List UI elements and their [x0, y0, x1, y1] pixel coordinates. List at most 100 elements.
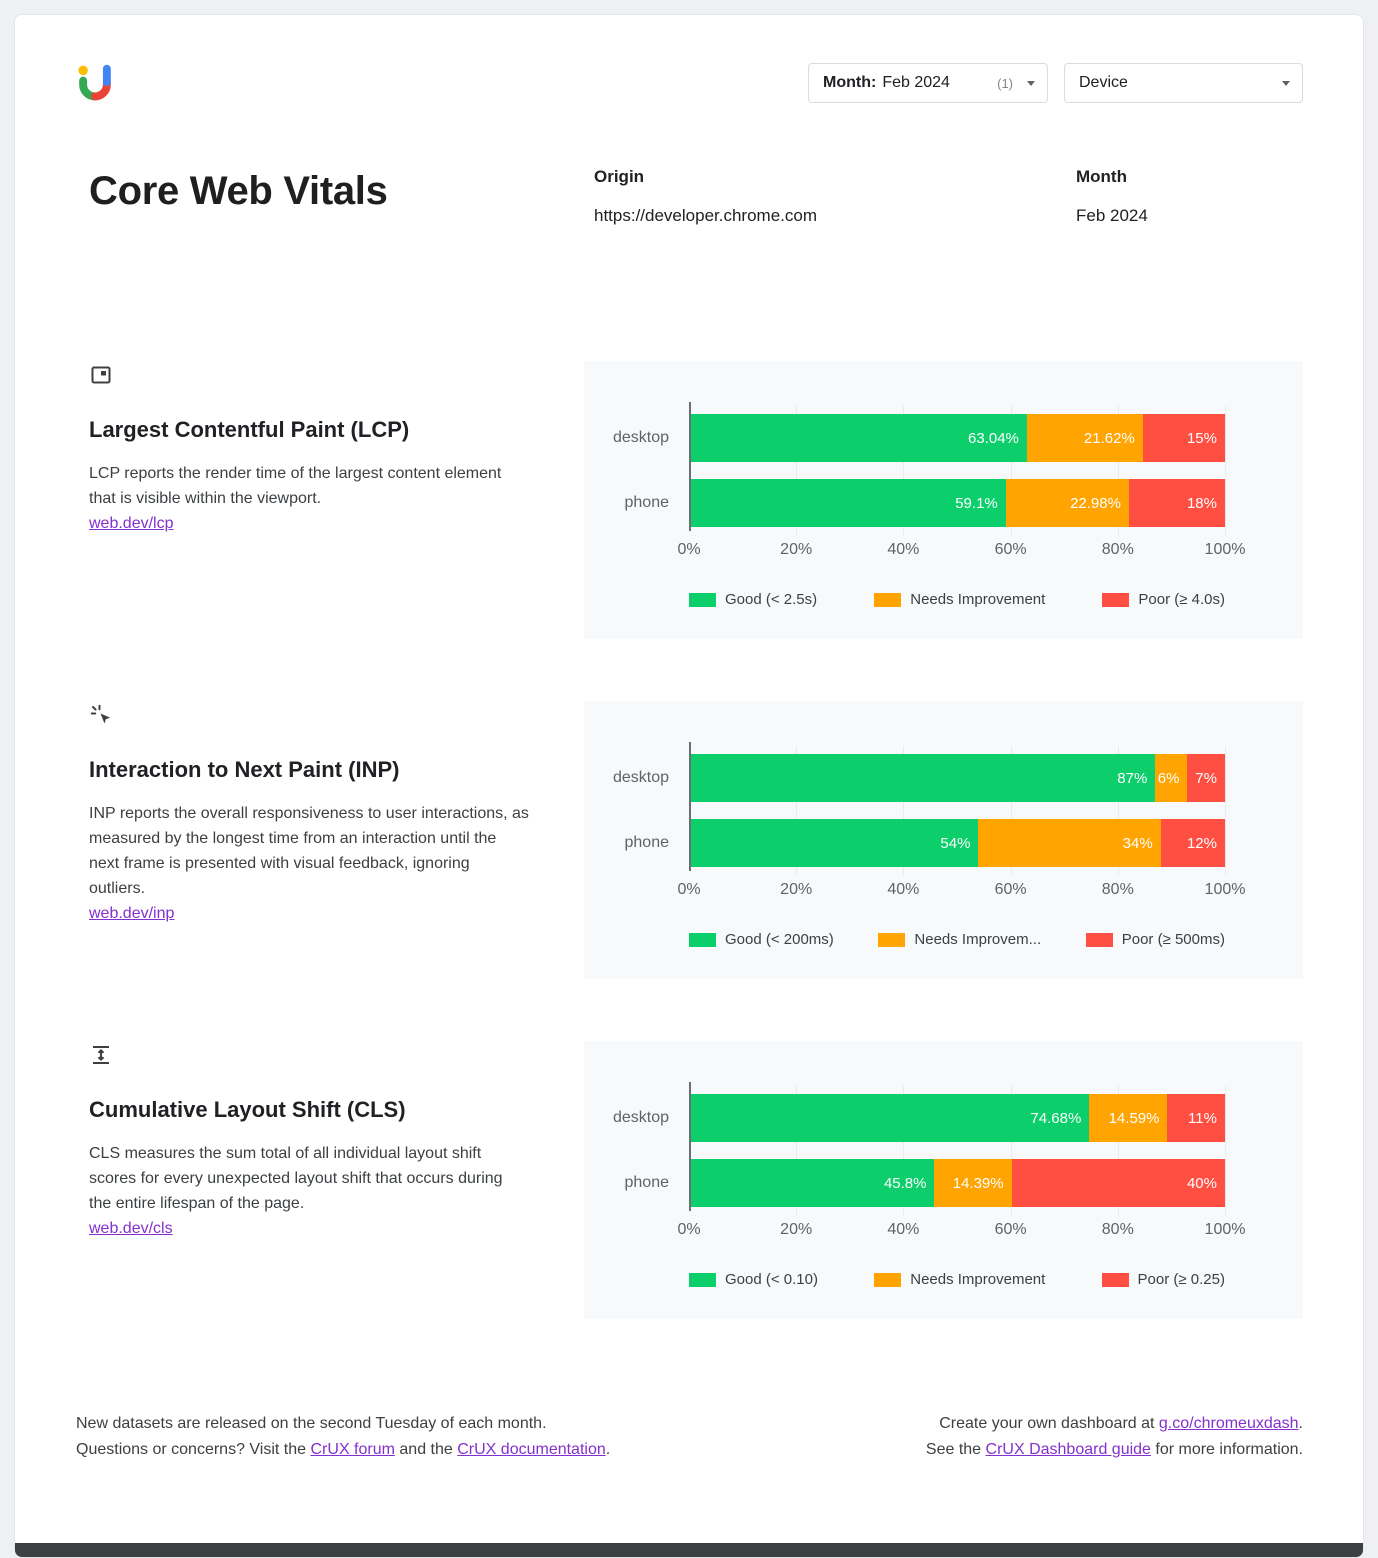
legend-item: Good (< 2.5s): [689, 591, 817, 608]
segment-value: 87%: [1117, 769, 1148, 787]
cls-description: CLS measures the sum total of all indivi…: [89, 1145, 503, 1212]
inp-cursor-icon: [89, 703, 113, 727]
x-tick: 40%: [887, 541, 920, 558]
x-tick: 80%: [1101, 541, 1134, 558]
segment-value: 14.39%: [952, 1174, 1004, 1192]
x-axis-ticks: 0% 20% 40% 60% 80% 100%: [677, 881, 1245, 903]
bar-segment[interactable]: 34%: [978, 819, 1161, 867]
bar-segment[interactable]: 21.62%: [1026, 414, 1143, 462]
inp-link[interactable]: web.dev/inp: [89, 905, 175, 922]
bar-segment[interactable]: 54%: [689, 819, 979, 867]
bar-segment[interactable]: 22.98%: [1005, 479, 1129, 527]
bar-chart-cls: desktop 74.68% 14.59% 11% phone 45.8% 14.39% 40…: [613, 1082, 1245, 1243]
x-tick: 100%: [1204, 1221, 1246, 1238]
bar-segment[interactable]: 11%: [1167, 1094, 1225, 1142]
x-tick: 40%: [887, 1221, 920, 1238]
month-filter-dropdown[interactable]: Month: Feb 2024 (1): [808, 63, 1048, 103]
lcp-description: LCP reports the render time of the large…: [89, 465, 502, 507]
legend-item: Poor (≥ 0.25): [1101, 1271, 1225, 1288]
footer-right2-prefix: See the: [925, 1441, 986, 1458]
legend-label: Needs Improvement: [910, 591, 1046, 608]
legend-label: Needs Improvement: [910, 1271, 1046, 1288]
inp-description: INP reports the overall responsiveness t…: [89, 805, 529, 897]
x-tick: 80%: [1101, 1221, 1134, 1238]
x-tick: 20%: [780, 1221, 813, 1238]
cls-link[interactable]: web.dev/cls: [89, 1220, 173, 1237]
bar-segment[interactable]: 74.68%: [689, 1094, 1090, 1142]
bar-segment[interactable]: 15%: [1142, 414, 1225, 462]
origin-value: https://developer.chrome.com: [594, 206, 818, 225]
bar-segment[interactable]: 40%: [1011, 1159, 1225, 1207]
bar-segment[interactable]: 45.8%: [689, 1159, 935, 1207]
bar-track: 87% 6% 7%: [689, 754, 1225, 802]
x-tick: 80%: [1101, 881, 1134, 898]
gridline: [903, 406, 905, 535]
legend-swatch: [1102, 592, 1130, 607]
bar-segment[interactable]: 14.59%: [1089, 1094, 1168, 1142]
gridline: [1010, 1086, 1012, 1215]
bar-row-phone: phone 54% 34% 12%: [625, 819, 1225, 867]
footer: New datasets are released on the second …: [15, 1411, 1363, 1463]
origin-meta: Origin https://developer.chrome.com: [594, 167, 1076, 226]
gridline: [796, 746, 798, 875]
lcp-link[interactable]: web.dev/lcp: [89, 515, 174, 532]
bar-segment[interactable]: 7%: [1187, 754, 1225, 802]
bar-segment[interactable]: 59.1%: [689, 479, 1006, 527]
bar-row-phone: phone 59.1% 22.98% 18%: [625, 479, 1225, 527]
bar-row-desktop: desktop 63.04% 21.62% 15%: [613, 414, 1225, 462]
x-axis-ticks: 0% 20% 40% 60% 80% 100%: [677, 541, 1245, 563]
lcp-section: Largest Contentful Paint (LCP) LCP repor…: [15, 361, 1363, 639]
segment-value: 59.1%: [955, 494, 998, 512]
chromeuxdash-link[interactable]: g.co/chromeuxdash: [1158, 1415, 1299, 1432]
legend-item: Needs Improvement: [874, 591, 1045, 608]
bar-segment[interactable]: 12%: [1160, 819, 1225, 867]
inp-info: Interaction to Next Paint (INP) INP repo…: [89, 701, 584, 979]
legend-label: Good (< 2.5s): [725, 591, 818, 608]
bar-track: 59.1% 22.98% 18%: [689, 479, 1225, 527]
bar-segment[interactable]: 63.04%: [689, 414, 1027, 462]
segment-value: 63.04%: [968, 429, 1019, 447]
bar-segment[interactable]: 14.39%: [934, 1159, 1012, 1207]
segment-value: 14.59%: [1108, 1109, 1160, 1127]
month-value: Feb 2024: [1076, 206, 1148, 225]
bar-row-desktop: desktop 87% 6% 7%: [613, 754, 1225, 802]
x-tick: 60%: [994, 1221, 1027, 1238]
footer-right2-suffix: for more information.: [1150, 1441, 1303, 1458]
segment-value: 6%: [1157, 769, 1180, 787]
x-tick: 60%: [994, 881, 1027, 898]
bar-track: 45.8% 14.39% 40%: [689, 1159, 1225, 1207]
bar-segment[interactable]: 6%: [1155, 754, 1188, 802]
lcp-heading: Largest Contentful Paint (LCP): [89, 417, 410, 442]
x-tick: 20%: [780, 881, 813, 898]
legend-label: Good (< 200ms): [725, 931, 834, 948]
legend-item: Poor (≥ 500ms): [1085, 931, 1225, 948]
device-filter-dropdown[interactable]: Device: [1064, 63, 1303, 103]
legend-label: Poor (≥ 4.0s): [1138, 591, 1225, 608]
segment-value: 15%: [1186, 429, 1217, 447]
chart-legend: Good (< 200ms) Needs Improvem... Poor (≥ 5…: [689, 931, 1225, 948]
cls-section: Cumulative Layout Shift (CLS) CLS measur…: [15, 1041, 1363, 1319]
bar-track: 54% 34% 12%: [689, 819, 1225, 867]
bar-segment[interactable]: 87%: [689, 754, 1156, 802]
gridline: [1225, 1086, 1226, 1215]
crux-documentation-link[interactable]: CrUX documentation: [457, 1441, 606, 1458]
month-meta: Month Feb 2024: [1076, 167, 1303, 226]
legend-swatch: [874, 592, 902, 607]
bar-segment[interactable]: 18%: [1128, 479, 1225, 527]
footer-right-line2: See the CrUX Dashboard guide for more in…: [926, 1437, 1303, 1463]
month-filter-count: (1): [997, 75, 1013, 91]
device-filter-label: Device: [1079, 74, 1128, 91]
legend-swatch: [1085, 932, 1113, 947]
segment-value: 18%: [1186, 494, 1217, 512]
bar-chart-lcp: desktop 63.04% 21.62% 15% phone 59.1% 22.98% 18…: [613, 402, 1245, 563]
legend-label: Good (< 0.10): [725, 1271, 818, 1288]
footer-line2-mid: and the: [394, 1441, 458, 1458]
footer-left: New datasets are released on the second …: [76, 1411, 610, 1463]
segment-value: 74.68%: [1030, 1109, 1082, 1127]
gridline: [1010, 746, 1012, 875]
legend-item: Good (< 0.10): [689, 1271, 818, 1288]
dashboard-guide-link[interactable]: CrUX Dashboard guide: [985, 1441, 1151, 1458]
crux-forum-link[interactable]: CrUX forum: [310, 1441, 395, 1458]
x-tick: 20%: [780, 541, 813, 558]
category-label: desktop: [612, 769, 669, 786]
